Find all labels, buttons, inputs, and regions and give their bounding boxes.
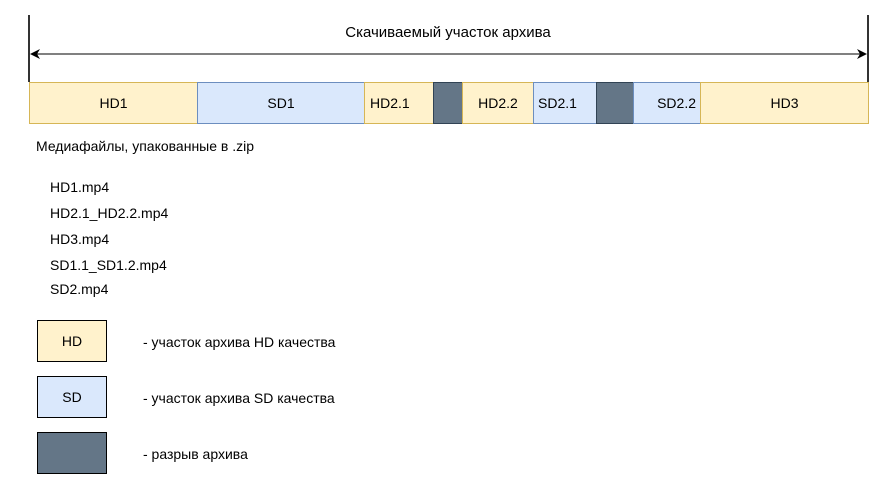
segment-sd2-1: SD2.1 (533, 82, 597, 124)
file-item: HD3.mp4 (50, 231, 110, 247)
segment-sd2-2: SD2.2 (633, 82, 701, 124)
segment-hd1: HD1 (29, 82, 198, 124)
legend-hd-text: - участок архива HD качества (143, 334, 336, 350)
file-item: SD1.1_SD1.2.mp4 (50, 257, 167, 273)
segment-hd2-1: HD2.1 (364, 82, 434, 124)
legend-sd-swatch: SD (37, 376, 107, 418)
segment-hd3: HD3 (700, 82, 869, 124)
legend-sd-text: - участок архива SD качества (143, 390, 335, 406)
legend-gap-text: - разрыв архива (143, 446, 248, 462)
files-heading: Медиафайлы, упакованные в .zip (36, 138, 255, 154)
legend-swatch-label: HD (61, 333, 83, 349)
segment-gap (433, 82, 463, 124)
segment-sd1: SD1 (197, 82, 365, 124)
segment-label: SD1 (267, 95, 295, 111)
segment-hd2-2: HD2.2 (462, 82, 534, 124)
file-item: HD1.mp4 (50, 179, 110, 195)
segment-gap (596, 82, 634, 124)
range-start-line (28, 15, 30, 82)
range-end-line (867, 15, 869, 82)
segment-label: SD2.1 (538, 95, 577, 111)
segment-label: HD3 (770, 95, 799, 111)
segment-label: HD2.2 (478, 95, 518, 111)
legend-gap-swatch (37, 432, 107, 474)
file-item: HD2.1_HD2.2.mp4 (50, 205, 169, 221)
legend-swatch-label: SD (62, 389, 82, 405)
segment-label: HD2.1 (370, 95, 410, 111)
segment-label: SD2.2 (657, 95, 696, 111)
file-item: SD2.mp4 (50, 281, 109, 297)
segment-label: HD1 (99, 95, 128, 111)
range-arrow (30, 49, 867, 59)
download-range-title: Скачиваемый участок архива (345, 24, 551, 41)
legend-hd-swatch: HD (37, 320, 107, 362)
